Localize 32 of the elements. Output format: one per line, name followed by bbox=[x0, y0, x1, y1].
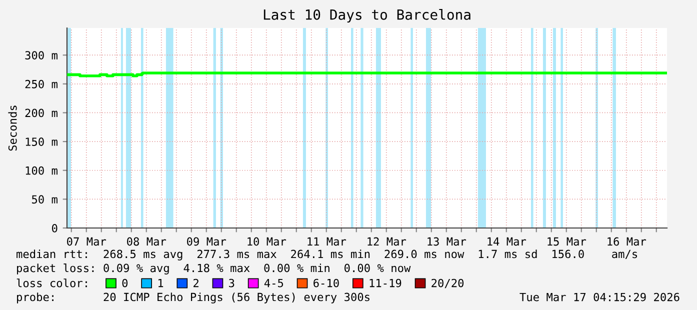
legend-label: 1 bbox=[158, 278, 164, 288]
y-tick-label: 300 m bbox=[25, 51, 58, 60]
y-tick-label: 100 m bbox=[26, 166, 58, 175]
chart-title: Last 10 Days to Barcelona bbox=[264, 9, 470, 23]
y-tick-label: 200 m bbox=[25, 108, 58, 118]
x-tick-label: 11 Mar bbox=[308, 237, 346, 246]
text: probe: 20 ICMP Echo Pings (56 Bytes) every 300s bbox=[17, 292, 370, 304]
x-tick-label: 16 Mar bbox=[608, 237, 646, 246]
x-tick-label: 10 Mar bbox=[248, 237, 286, 246]
text: packet loss: 0.09 % avg 4.18 % max 0.00 % min 0.00 % now bbox=[17, 264, 411, 274]
legend-label: 0 bbox=[122, 278, 128, 288]
text: Tue Mar 17 04:15:29 2026 bbox=[520, 292, 680, 302]
x-tick-label: 13 Mar bbox=[428, 237, 466, 246]
legend-title: loss color: bbox=[16, 278, 87, 288]
y-tick-label: 0 bbox=[52, 224, 58, 232]
legend-label: 11-19 bbox=[370, 278, 402, 288]
text: median rtt: 268.5 ms avg 277.3 ms max 264.1 ms min 269.0 ms now 1.7 ms sd 156.0 am/s bbox=[16, 250, 638, 260]
y-tick-label: 50 m bbox=[32, 195, 58, 204]
y-tick-label: 150 m bbox=[26, 138, 58, 146]
x-tick-label: 14 Mar bbox=[488, 237, 526, 246]
legend-label: 2 bbox=[194, 278, 198, 288]
x-tick-label: 08 Mar bbox=[127, 237, 166, 246]
x-tick-label: 07 Mar bbox=[67, 237, 106, 246]
x-tick-label: 15 Mar bbox=[548, 237, 586, 246]
legend-label: 20/20 bbox=[432, 278, 464, 288]
x-tick-label: 12 Mar bbox=[368, 237, 406, 246]
x-tick-label: 09 Mar bbox=[187, 237, 226, 246]
y-axis-title: Seconds bbox=[8, 106, 17, 151]
legend-label: 3 bbox=[229, 278, 234, 288]
legend-label: 4-5 bbox=[264, 278, 284, 288]
y-tick-label: 250 m bbox=[25, 80, 58, 88]
legend-label: 6-10 bbox=[314, 278, 339, 288]
